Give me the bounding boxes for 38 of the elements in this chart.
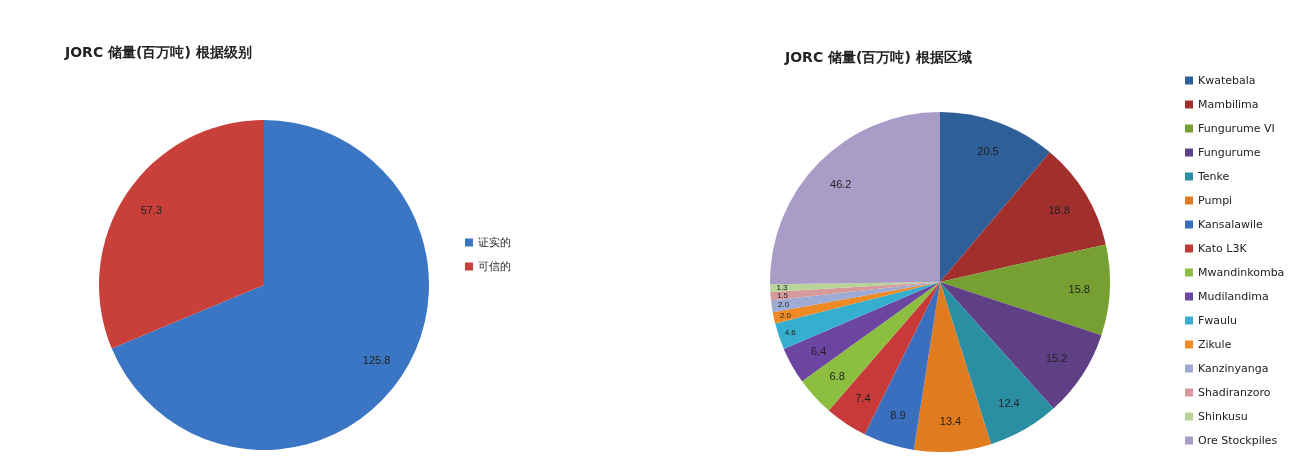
- chart-title: JORC 储量(百万吨) 根据级别: [64, 44, 252, 60]
- data-label: 57.3: [140, 203, 163, 216]
- data-label: 6.4: [811, 344, 827, 357]
- legend-label: Pumpi: [1198, 194, 1233, 207]
- legend-label: Shinkusu: [1198, 410, 1248, 423]
- data-label: 13.4: [939, 415, 962, 427]
- legend-label: Kansalawile: [1198, 218, 1264, 231]
- legend-label: Ore Stockpiles: [1198, 434, 1278, 447]
- legend-label: Tenke: [1197, 170, 1230, 183]
- legend-label: Fungurume: [1198, 146, 1261, 159]
- data-label: 2.0: [777, 300, 790, 310]
- legend-label: Kwatebala: [1198, 74, 1256, 87]
- data-label: 4.6: [784, 328, 797, 338]
- data-label: 15.8: [1068, 282, 1090, 295]
- data-label: 7.4: [855, 392, 871, 405]
- data-label: 1.5: [776, 290, 789, 300]
- legend-label: 可信的: [478, 260, 511, 273]
- legend-label: Kanzinyanga: [1198, 362, 1269, 375]
- data-label: 46.2: [830, 178, 852, 191]
- data-label: 125.8: [362, 354, 391, 367]
- data-label: 8.9: [890, 408, 906, 421]
- legend-label: Shadiranzoro: [1198, 386, 1271, 399]
- data-label: 18.8: [1048, 203, 1070, 216]
- data-label: 6.8: [829, 370, 845, 383]
- data-label: 20.5: [977, 145, 999, 158]
- legend-label: Mudilandima: [1198, 290, 1269, 303]
- data-label: 12.4: [998, 397, 1020, 410]
- data-label: 2.0: [779, 310, 792, 320]
- legend-label: Zikule: [1198, 338, 1232, 351]
- legend-label: 证实的: [478, 236, 511, 249]
- legend-label: Fwaulu: [1198, 314, 1238, 327]
- data-label: 1.3: [776, 283, 789, 293]
- legend-label: Kato L3K: [1198, 242, 1248, 255]
- legend-label: Mambilima: [1198, 98, 1259, 111]
- legend-label: Fungurume VI: [1198, 122, 1275, 135]
- data-label: 15.2: [1045, 352, 1068, 365]
- legend-label: Mwandinkomba: [1198, 266, 1285, 279]
- chart-title: JORC 储量(百万吨) 根据区域: [784, 49, 972, 65]
